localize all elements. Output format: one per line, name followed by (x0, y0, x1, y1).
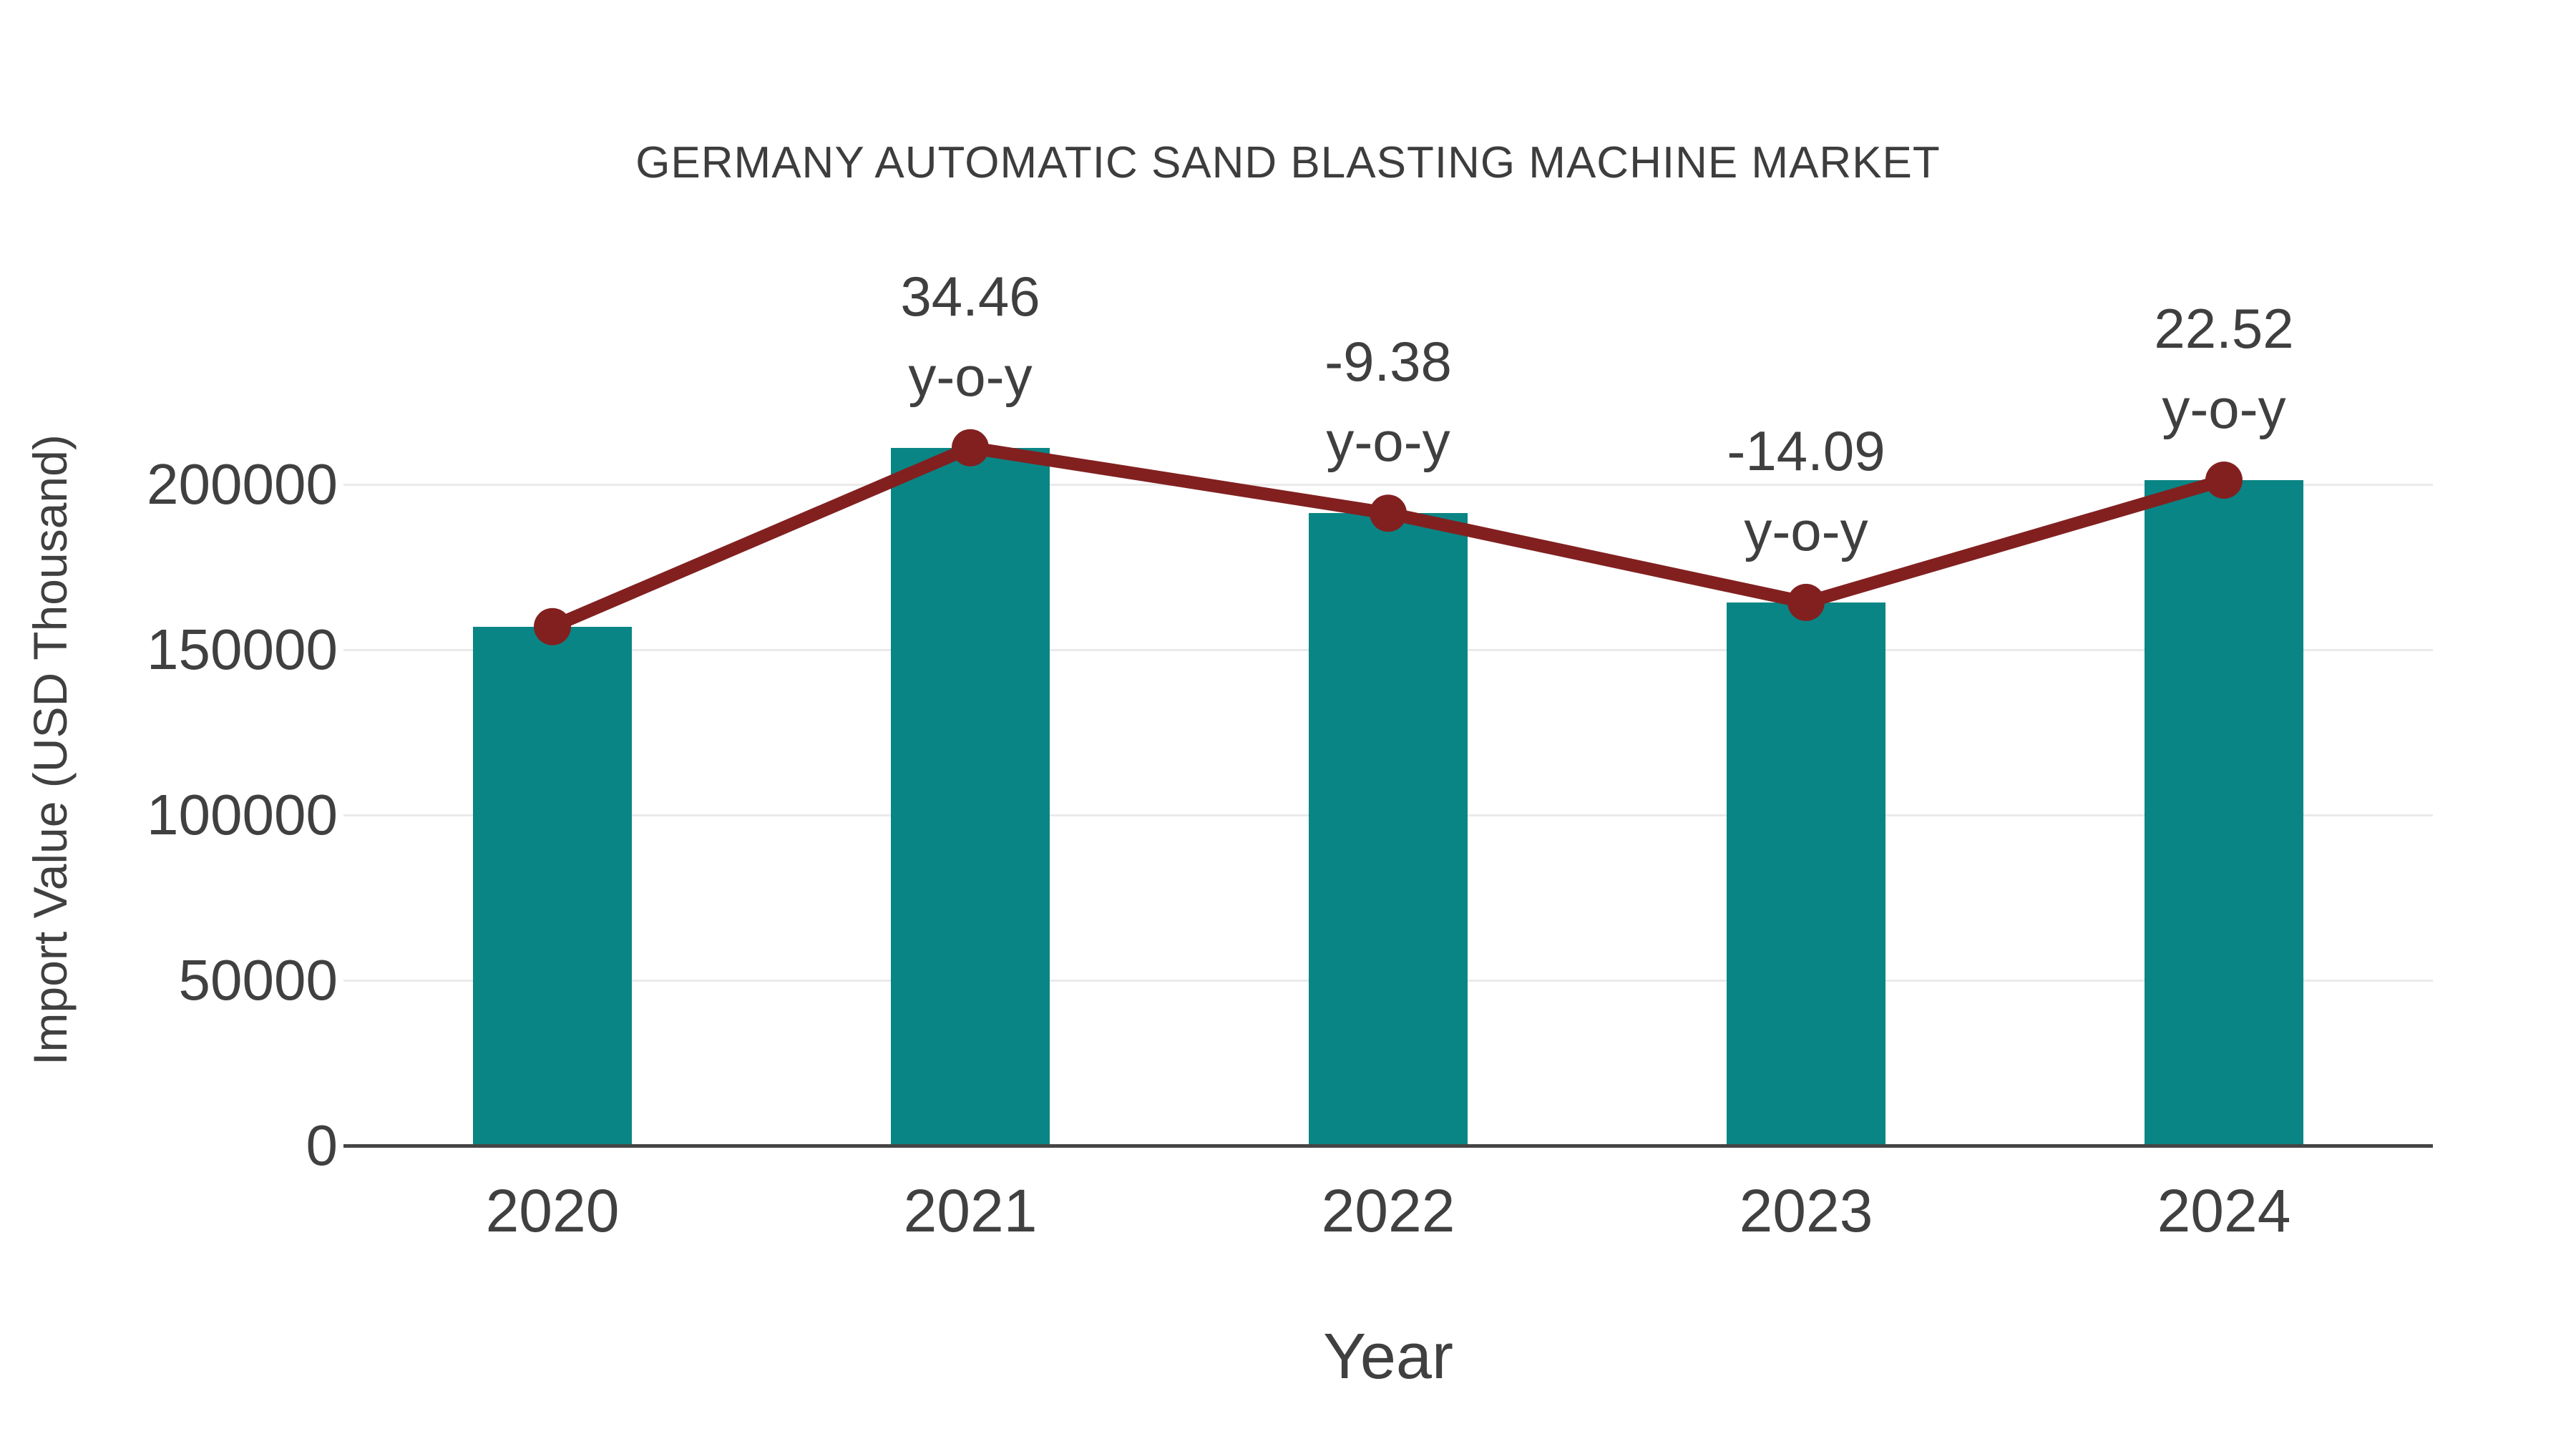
ytick-label-50000: 50000 (178, 948, 338, 1012)
yoy-annotation-2024: 22.52 y-o-y (2154, 288, 2293, 449)
line-marker-2022 (1370, 494, 1407, 532)
xtick-label-2021: 2021 (903, 1177, 1038, 1244)
yoy-value: 22.52 (2154, 297, 2294, 360)
x-axis-title: Year (1323, 1321, 1453, 1392)
yoy-annotation-2021: 34.46 y-o-y (900, 256, 1040, 416)
bar-2024 (2145, 480, 2303, 1146)
xtick-label-2024: 2024 (2157, 1177, 2291, 1244)
yoy-value: -14.09 (1727, 419, 1885, 482)
gridline-200000 (343, 484, 2433, 486)
bar-2020 (473, 627, 632, 1146)
ytick-label-0: 0 (306, 1113, 338, 1177)
yoy-suffix: y-o-y (1326, 410, 1450, 473)
bar-2022 (1309, 513, 1468, 1146)
yoy-suffix: y-o-y (2162, 377, 2286, 440)
bar-2023 (1727, 602, 1885, 1146)
yoy-annotation-2023: -14.09 y-o-y (1727, 411, 1885, 571)
xtick-label-2023: 2023 (1739, 1177, 1873, 1244)
ytick-label-200000: 200000 (147, 452, 338, 516)
yoy-value: -9.38 (1324, 330, 1452, 393)
bar-2021 (891, 448, 1050, 1146)
line-marker-2021 (952, 429, 989, 467)
line-marker-2023 (1787, 583, 1825, 621)
yoy-value: 34.46 (900, 265, 1040, 328)
yoy-suffix: y-o-y (908, 345, 1033, 408)
ytick-label-150000: 150000 (147, 618, 338, 681)
xtick-label-2022: 2022 (1321, 1177, 1455, 1244)
x-axis-line (343, 1144, 2433, 1148)
line-marker-2024 (2205, 462, 2243, 499)
xtick-label-2020: 2020 (485, 1177, 620, 1244)
ytick-label-100000: 100000 (147, 783, 338, 847)
yoy-annotation-2022: -9.38 y-o-y (1324, 321, 1452, 482)
line-marker-2020 (534, 608, 571, 645)
yoy-suffix: y-o-y (1744, 499, 1868, 562)
chart-title: GERMANY AUTOMATIC SAND BLASTING MACHINE … (635, 138, 1941, 187)
